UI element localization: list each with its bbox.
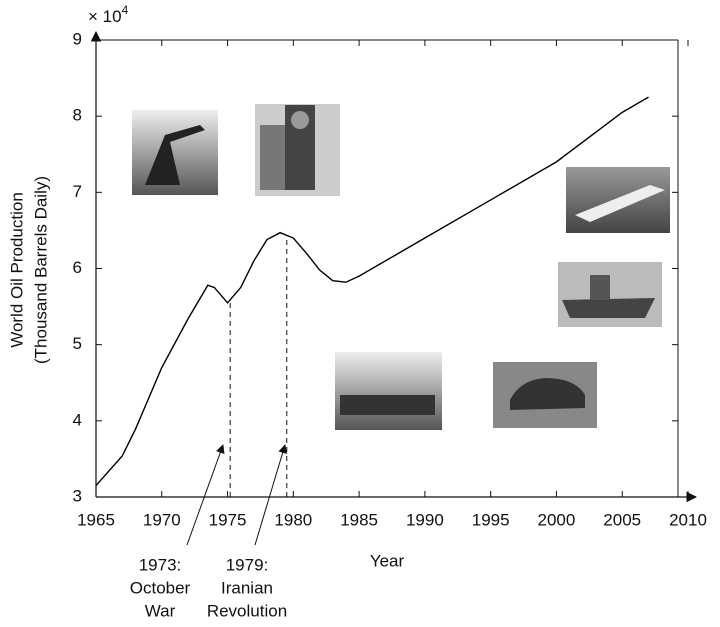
annotation-arrow xyxy=(186,444,225,546)
photo-oil-pump xyxy=(132,110,218,195)
photo-car xyxy=(493,362,597,428)
x-tick-label: 1980 xyxy=(274,510,312,529)
annotation-text: 1979: xyxy=(226,555,269,574)
x-tick-label: 1970 xyxy=(143,510,181,529)
y-multiplier: × 104 xyxy=(88,3,129,26)
photo-gas-station xyxy=(255,104,340,196)
y-axis-title: (Thousand Barrels Daily) xyxy=(31,176,50,364)
annotation-text: War xyxy=(145,601,176,620)
annotation-text: October xyxy=(130,578,191,597)
photo-ship xyxy=(558,262,662,327)
y-tick-label: 8 xyxy=(73,106,82,125)
y-axis-title: World Oil Production xyxy=(7,192,26,348)
y-tick-label: 6 xyxy=(73,258,82,277)
annotation-text: 1973: xyxy=(139,555,182,574)
y-tick-label: 7 xyxy=(73,182,82,201)
line-series xyxy=(95,96,649,487)
x-tick-label: 2010 xyxy=(669,510,707,529)
x-tick-label: 2000 xyxy=(538,510,576,529)
x-tick-label: 1965 xyxy=(77,510,115,529)
x-tick-label: 1975 xyxy=(209,510,247,529)
annotation-arrow xyxy=(254,444,287,546)
x-tick-label: 1990 xyxy=(406,510,444,529)
y-tick-label: 9 xyxy=(73,29,82,48)
x-tick-label: 1995 xyxy=(472,510,510,529)
y-tick-label: 3 xyxy=(73,486,82,505)
x-tick-label: 2005 xyxy=(603,510,641,529)
photo-airplane xyxy=(566,167,670,233)
y-tick-label: 5 xyxy=(73,334,82,353)
photo-train xyxy=(335,352,442,430)
x-axis-title: Year xyxy=(370,551,405,570)
y-tick-label: 4 xyxy=(73,410,82,429)
x-tick-label: 1985 xyxy=(340,510,378,529)
annotation-text: Iranian xyxy=(221,578,273,597)
annotation-text: Revolution xyxy=(207,601,287,620)
